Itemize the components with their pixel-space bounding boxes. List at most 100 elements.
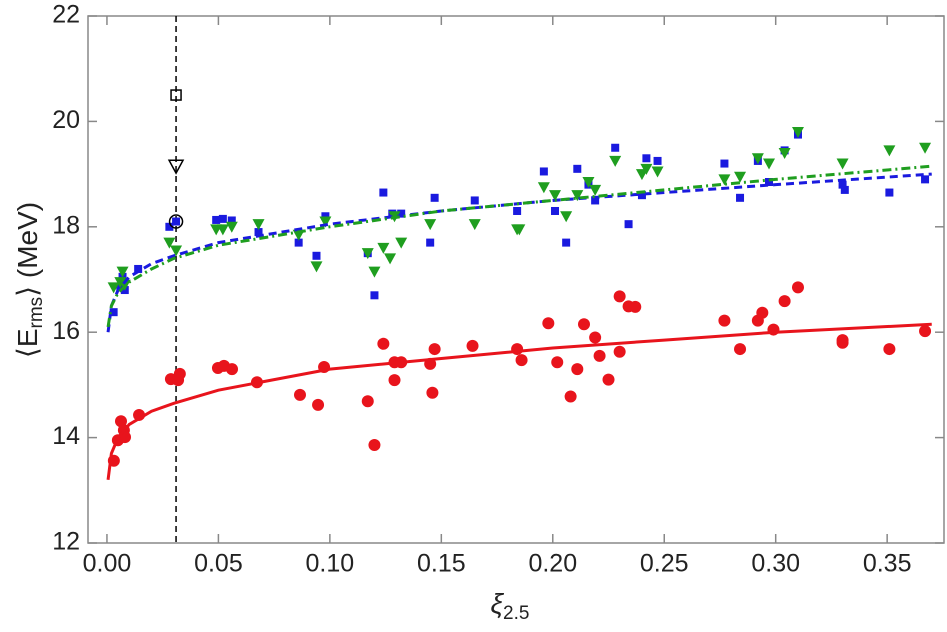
point [173, 367, 186, 380]
point [116, 266, 129, 278]
x-axis-label: ξ2.5 [491, 588, 530, 624]
point [312, 251, 321, 260]
point [836, 158, 849, 170]
plot-frame [87, 15, 945, 544]
point [377, 337, 390, 350]
point [397, 209, 406, 218]
point [573, 164, 582, 173]
point [293, 388, 306, 401]
point [537, 182, 550, 194]
point [426, 238, 435, 247]
point [368, 438, 381, 451]
x-tick-label: 0.35 [863, 550, 912, 578]
y-tick-label: 20 [52, 106, 80, 134]
point [212, 215, 221, 224]
x-tick-label: 0.15 [417, 550, 466, 578]
point [254, 228, 263, 237]
point [589, 184, 602, 196]
point [589, 331, 602, 344]
y-tick-label: 14 [52, 422, 80, 450]
point [368, 266, 381, 278]
point [542, 317, 555, 330]
y-label-main: ⟨E [12, 328, 43, 358]
point [577, 318, 590, 331]
point [571, 363, 584, 376]
x-tick-label: 0.10 [306, 550, 355, 578]
point [551, 356, 564, 369]
x-tick-label: 0.05 [194, 550, 243, 578]
point [564, 390, 577, 403]
point [629, 300, 642, 313]
point [395, 237, 408, 249]
point [319, 216, 332, 228]
y-tick-label: 16 [52, 317, 80, 345]
point [883, 343, 896, 356]
point [227, 216, 236, 225]
y-label-sub: rms [26, 297, 47, 329]
point [428, 343, 441, 356]
point [840, 185, 849, 194]
point [718, 174, 731, 186]
point [763, 158, 776, 170]
point [321, 212, 330, 221]
point [751, 153, 764, 165]
point [165, 222, 174, 231]
x-tick-label: 0.25 [640, 550, 689, 578]
point [613, 290, 626, 303]
point [883, 145, 896, 157]
point [370, 291, 379, 300]
point [167, 159, 185, 175]
point [591, 196, 600, 205]
point [170, 89, 182, 101]
point [294, 238, 303, 247]
point [470, 196, 479, 205]
point [919, 325, 932, 338]
point [593, 349, 606, 362]
point [218, 214, 227, 223]
point [466, 339, 479, 352]
point [919, 142, 932, 154]
point [361, 395, 374, 408]
point [921, 175, 930, 184]
point [756, 306, 769, 319]
point [611, 143, 620, 152]
point [172, 217, 181, 226]
fit-curve [106, 172, 932, 333]
point [791, 126, 804, 138]
point [718, 314, 731, 327]
point [539, 167, 548, 176]
point [642, 154, 651, 163]
point [426, 386, 439, 399]
point [468, 219, 481, 231]
y-tick-label: 22 [52, 1, 80, 29]
point [885, 188, 894, 197]
point [734, 171, 747, 183]
point [379, 188, 388, 197]
x-tick-label: 0.30 [751, 550, 800, 578]
point [582, 177, 595, 189]
point [515, 354, 528, 367]
point [310, 261, 323, 273]
y-tick-label: 12 [52, 528, 80, 556]
point [430, 193, 439, 202]
y-label-rest: ⟩ (MeV) [12, 202, 43, 297]
x-tick-label: 0.20 [528, 550, 577, 578]
point [424, 219, 437, 231]
fit-curve [106, 322, 932, 480]
point [216, 224, 229, 236]
x-label-sub: 2.5 [503, 603, 529, 624]
y-tick-label: 18 [52, 211, 80, 239]
fit-curve [106, 164, 932, 328]
point [624, 220, 633, 229]
point [361, 248, 374, 260]
point [107, 282, 120, 294]
point [836, 336, 849, 349]
point [838, 180, 847, 189]
point [765, 178, 774, 187]
point [720, 159, 729, 168]
point [312, 398, 325, 411]
point [388, 374, 401, 387]
point [551, 206, 560, 215]
